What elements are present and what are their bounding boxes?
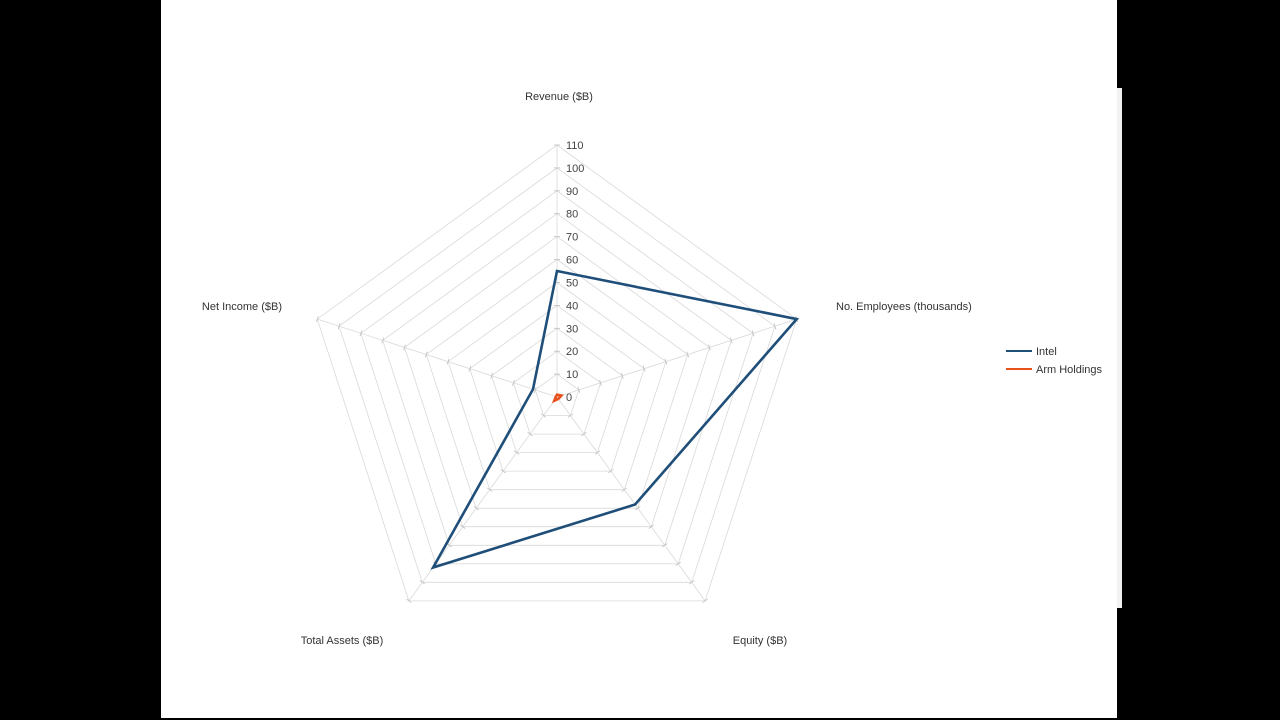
radar-grid-ring xyxy=(447,282,667,491)
radar-tick-mark xyxy=(424,351,428,358)
radar-tick-mark xyxy=(662,543,668,548)
radial-tick-label: 10 xyxy=(566,369,578,381)
radar-tick-mark xyxy=(500,469,506,474)
radar-tick-mark xyxy=(751,330,755,337)
radar-tick-mark xyxy=(419,580,426,585)
radar-tick-mark xyxy=(540,413,547,418)
legend-label-arm-holdings: Arm Holdings xyxy=(1036,364,1103,376)
radar-grid xyxy=(316,144,798,603)
radar-tick-mark xyxy=(446,358,450,365)
radar-tick-mark xyxy=(486,487,493,492)
radar-tick-mark xyxy=(473,506,479,511)
radar-tick-mark xyxy=(621,487,628,492)
axis-label-total-assets-b: Total Assets ($B) xyxy=(301,635,384,647)
radial-tick-labels: 0 10 20 30 40 50 60 70 80 90 100 110 xyxy=(566,140,584,404)
radar-tick-mark xyxy=(608,469,614,474)
radial-tick-label: 50 xyxy=(566,278,578,290)
radar-tick-mark xyxy=(512,379,515,386)
radar-tick-mark xyxy=(675,561,681,566)
radar-grid-ring xyxy=(382,213,732,546)
radar-tick-mark xyxy=(642,365,646,372)
radial-tick-label: 100 xyxy=(566,163,584,175)
radial-tick-label: 40 xyxy=(566,300,578,312)
radar-tick-mark xyxy=(594,450,601,455)
axis-label-revenue-b: Revenue ($B) xyxy=(525,91,593,103)
radar-grid-ring xyxy=(316,144,798,602)
radar-tick-mark xyxy=(513,450,520,455)
radar-grid-ring xyxy=(425,259,689,509)
radar-tick-mark xyxy=(688,580,695,585)
radar-tick-mark xyxy=(664,358,668,365)
radial-tick-label: 80 xyxy=(566,209,578,221)
radial-tick-label: 0 xyxy=(566,392,572,404)
radar-tick-mark xyxy=(773,323,777,330)
radar-tick-mark xyxy=(403,344,406,351)
radar-tick-mark xyxy=(460,524,466,529)
radial-tick-label: 90 xyxy=(566,186,578,198)
radar-tick-mark xyxy=(648,524,654,529)
radar-grid-ring xyxy=(512,350,602,435)
axis-label-equity-b: Equity ($B) xyxy=(733,635,787,647)
radar-grid-ring xyxy=(534,373,580,416)
radar-tick-mark xyxy=(468,365,472,372)
radar-tick-mark xyxy=(581,431,587,437)
series-line-arm-holdings xyxy=(551,393,564,404)
radar-tick-mark xyxy=(406,598,412,603)
radar-spoke xyxy=(556,396,706,602)
window-edge xyxy=(1117,88,1122,608)
radial-tick-label: 70 xyxy=(566,232,578,244)
radar-tick-mark xyxy=(490,372,493,379)
radar-tick-mark xyxy=(527,431,533,437)
series-lines xyxy=(430,269,800,570)
radar-grid-ring xyxy=(360,190,754,565)
radar-tick-mark xyxy=(635,506,641,511)
radial-tick-label: 30 xyxy=(566,323,578,335)
radar-tick-mark xyxy=(337,323,341,330)
radar-tick-mark xyxy=(599,379,602,386)
radar-tick-mark xyxy=(381,337,384,344)
radar-tick-mark xyxy=(621,372,624,379)
radar-spoke xyxy=(317,318,558,398)
radar-tick-mark xyxy=(577,386,581,393)
radar-tick-mark xyxy=(533,386,537,393)
axis-label-net-income-b: Net Income ($B) xyxy=(202,301,282,313)
radar-tick-mark xyxy=(708,344,711,351)
radar-grid-ring xyxy=(338,167,776,583)
radar-grid-ring xyxy=(469,304,645,472)
legend: Intel Arm Holdings xyxy=(1006,346,1103,376)
radial-tick-label: 20 xyxy=(566,346,578,358)
radar-tick-mark xyxy=(359,330,363,337)
axis-label-no-employees-thousands: No. Employees (thousands) xyxy=(836,301,972,313)
radar-tick-mark xyxy=(567,413,574,418)
radar-tick-mark xyxy=(730,337,733,344)
radar-grid-ring xyxy=(404,236,710,528)
radar-tick-mark xyxy=(316,316,319,323)
radial-tick-label: 60 xyxy=(566,255,578,267)
radar-spoke xyxy=(556,318,797,398)
axis-labels: Revenue ($B) No. Employees (thousands) Equ… xyxy=(202,91,972,647)
radar-spoke xyxy=(408,396,558,602)
radar-tick-mark xyxy=(702,598,708,603)
radial-tick-label: 110 xyxy=(566,140,584,152)
series-line-intel xyxy=(430,269,800,570)
radar-tick-mark xyxy=(686,351,690,358)
radar-grid-ring xyxy=(491,327,623,454)
slide-canvas xyxy=(161,0,1117,718)
legend-label-intel: Intel xyxy=(1036,346,1057,358)
